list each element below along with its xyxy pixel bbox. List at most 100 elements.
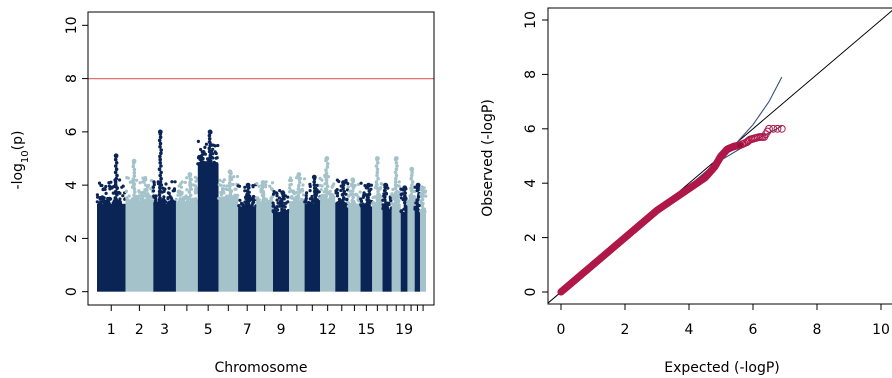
snp-point bbox=[174, 197, 178, 201]
snp-point bbox=[232, 175, 236, 179]
snp-point bbox=[363, 184, 367, 188]
snp-point bbox=[361, 195, 365, 199]
peak-snp-point bbox=[245, 182, 251, 188]
snp-point bbox=[359, 199, 363, 203]
chromosome-8-dense-points bbox=[256, 203, 274, 292]
snp-point bbox=[142, 179, 146, 183]
snp-point bbox=[296, 193, 301, 198]
snp-point bbox=[424, 194, 428, 198]
snp-point bbox=[423, 189, 428, 193]
snp-point bbox=[381, 203, 385, 207]
chromosome-1-points bbox=[95, 153, 127, 292]
snp-point bbox=[176, 193, 180, 197]
snp-point bbox=[102, 187, 106, 191]
y-tick-label: 4 bbox=[64, 181, 80, 190]
snp-point bbox=[235, 174, 240, 179]
chromosome-8-points bbox=[254, 180, 275, 292]
x-tick-label: 12 bbox=[319, 322, 337, 338]
qq-point bbox=[769, 124, 778, 133]
snp-point bbox=[274, 205, 279, 210]
snp-point bbox=[126, 176, 130, 180]
snp-point bbox=[383, 188, 387, 193]
snp-point bbox=[159, 151, 163, 155]
chromosome-5-dense-points bbox=[197, 163, 219, 292]
snp-point bbox=[410, 196, 415, 200]
snp-point bbox=[95, 193, 99, 197]
snp-point bbox=[219, 183, 223, 187]
snp-point bbox=[185, 188, 189, 192]
snp-point bbox=[179, 185, 184, 189]
snp-point bbox=[194, 179, 198, 183]
snp-point bbox=[245, 198, 250, 203]
snp-point bbox=[222, 184, 226, 188]
snp-point bbox=[96, 195, 100, 199]
chromosome-17-points bbox=[381, 182, 394, 292]
snp-point bbox=[262, 196, 266, 200]
snp-point bbox=[416, 207, 420, 211]
snp-point bbox=[415, 204, 420, 209]
snp-point bbox=[286, 209, 290, 213]
snp-point bbox=[199, 155, 204, 159]
snp-point bbox=[351, 195, 355, 200]
peak-snp-point bbox=[113, 153, 119, 159]
snp-point bbox=[371, 200, 375, 204]
ylabel-main: -log bbox=[10, 163, 26, 189]
snp-point bbox=[113, 199, 118, 203]
snp-point bbox=[317, 190, 321, 194]
snp-point bbox=[274, 191, 279, 195]
y-tick-label: 8 bbox=[64, 74, 80, 83]
snp-point bbox=[397, 180, 401, 184]
qq-points bbox=[557, 124, 786, 296]
snp-point bbox=[413, 185, 417, 189]
snp-point bbox=[325, 190, 330, 195]
snp-point bbox=[229, 194, 233, 198]
snp-point bbox=[295, 190, 299, 194]
snp-point bbox=[375, 186, 380, 191]
snp-point bbox=[243, 185, 247, 189]
snp-point bbox=[124, 189, 128, 193]
snp-point bbox=[353, 203, 357, 207]
snp-point bbox=[151, 199, 155, 203]
snp-point bbox=[114, 161, 119, 165]
snp-point bbox=[289, 196, 293, 200]
snp-point bbox=[364, 203, 368, 207]
snp-point bbox=[204, 142, 208, 146]
snp-point bbox=[280, 200, 285, 205]
snp-point bbox=[158, 186, 162, 191]
snp-point bbox=[379, 186, 383, 190]
chromosome-9-dense-points bbox=[273, 211, 290, 292]
snp-point bbox=[138, 181, 142, 185]
snp-point bbox=[232, 196, 236, 200]
snp-point bbox=[109, 197, 113, 201]
snp-point bbox=[340, 199, 345, 203]
snp-point bbox=[410, 199, 415, 203]
chromosome-1-dense-points bbox=[97, 203, 126, 292]
snp-point bbox=[159, 170, 163, 175]
snp-point bbox=[172, 189, 176, 193]
snp-point bbox=[374, 180, 379, 184]
snp-point bbox=[141, 176, 145, 180]
snp-point bbox=[339, 188, 343, 193]
snp-point bbox=[415, 188, 420, 193]
snp-point bbox=[257, 200, 261, 204]
y-tick-label: 0 bbox=[64, 287, 80, 296]
snp-point bbox=[263, 202, 268, 206]
snp-point bbox=[194, 199, 198, 203]
snp-point bbox=[255, 182, 259, 186]
snp-point bbox=[350, 198, 355, 203]
snp-point bbox=[356, 198, 360, 202]
y-tick-label: 6 bbox=[64, 127, 80, 136]
chromosome-15-dense-points bbox=[360, 206, 373, 292]
snp-point bbox=[118, 197, 122, 201]
peak-snp-point bbox=[409, 166, 415, 172]
snp-point bbox=[158, 154, 162, 159]
chromosome-4-dense-points bbox=[175, 201, 198, 292]
snp-point bbox=[399, 210, 403, 214]
snp-point bbox=[244, 204, 248, 208]
chromosome-16-dense-points bbox=[372, 203, 383, 292]
snp-point bbox=[159, 176, 163, 181]
snp-point bbox=[375, 173, 379, 178]
y-tick-label: 2 bbox=[523, 233, 539, 242]
snp-point bbox=[105, 199, 109, 203]
snp-point bbox=[403, 194, 407, 199]
